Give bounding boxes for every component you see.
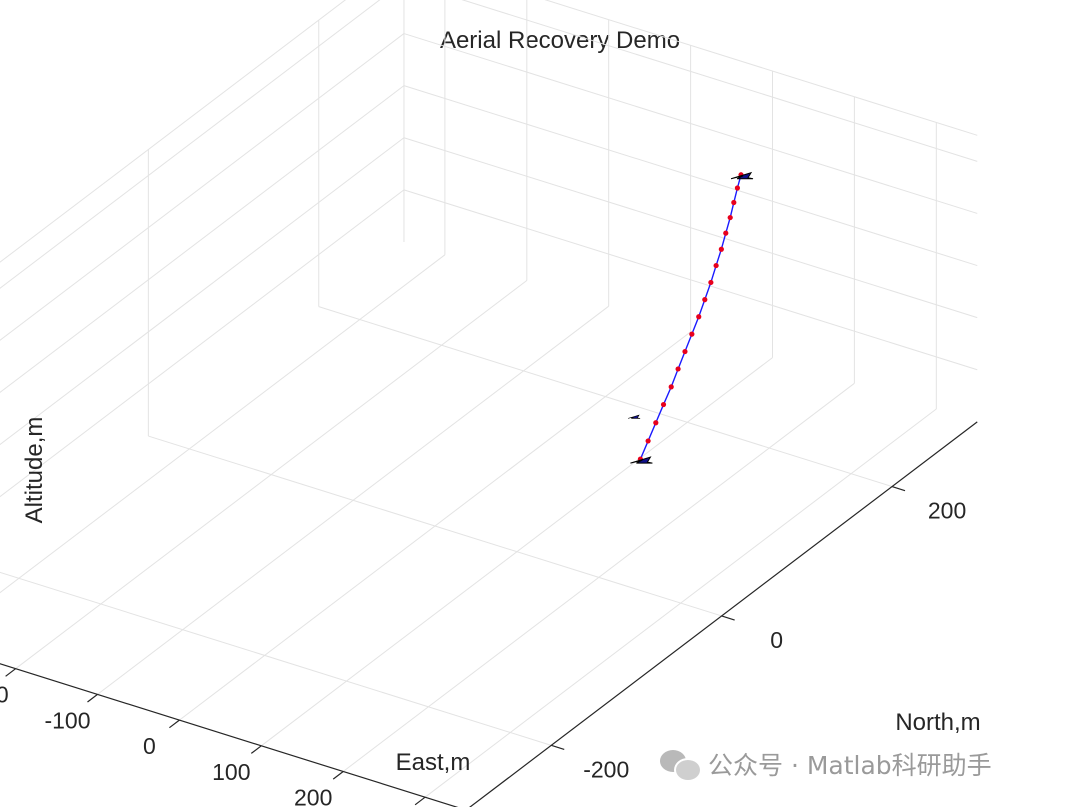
y-tick-label: 0 bbox=[770, 627, 783, 653]
box-edge bbox=[544, 0, 978, 136]
drone bbox=[627, 414, 641, 419]
x-tick-label: 200 bbox=[294, 785, 332, 807]
trajectory bbox=[627, 171, 754, 464]
y-tick-label: 200 bbox=[928, 498, 966, 524]
y-axis-label: North,m bbox=[895, 709, 980, 736]
trajectory-marker bbox=[708, 279, 714, 286]
trajectory-marker bbox=[668, 384, 674, 390]
trajectory-marker bbox=[727, 214, 733, 221]
end-aircraft bbox=[630, 456, 653, 464]
trajectory-marker bbox=[653, 420, 659, 426]
gridline bbox=[0, 571, 552, 746]
x-tick-label: 100 bbox=[212, 759, 250, 785]
trajectory-marker bbox=[689, 331, 695, 337]
trajectory-marker bbox=[702, 297, 708, 303]
trajectory-marker bbox=[675, 366, 681, 372]
grid-lines bbox=[0, 0, 978, 798]
y-tick-label: -200 bbox=[583, 756, 629, 782]
wechat-icon bbox=[660, 748, 702, 782]
gridline bbox=[148, 435, 722, 617]
chart-title: Aerial Recovery Demo bbox=[440, 27, 680, 54]
gridline bbox=[0, 189, 405, 498]
y-tick bbox=[721, 615, 735, 621]
x-tick bbox=[414, 796, 426, 806]
gridline bbox=[403, 85, 978, 267]
x-tick bbox=[5, 668, 16, 677]
gridline bbox=[403, 33, 978, 214]
start-aircraft-body bbox=[730, 171, 754, 180]
x-tick bbox=[250, 745, 262, 754]
trajectory-marker bbox=[696, 314, 702, 320]
x-tick bbox=[169, 719, 180, 729]
gridline bbox=[403, 137, 978, 319]
x-tick bbox=[87, 693, 98, 703]
box-edge bbox=[0, 0, 347, 263]
trajectory-marker bbox=[713, 262, 719, 269]
gridline bbox=[0, 0, 381, 289]
gridline bbox=[0, 137, 405, 446]
watermark: 公众号 · Matlab科研助手 bbox=[660, 744, 992, 784]
watermark-text: 公众号 · Matlab科研助手 bbox=[708, 751, 992, 780]
gridline bbox=[461, 0, 978, 162]
gridline bbox=[318, 306, 893, 488]
x-tick bbox=[332, 771, 344, 780]
trajectory-marker bbox=[734, 185, 741, 191]
x-tick-label: 0 bbox=[143, 733, 156, 759]
trajectory-marker bbox=[723, 230, 729, 236]
gridline bbox=[0, 33, 405, 341]
trajectory-marker bbox=[682, 348, 688, 355]
trajectory-marker bbox=[731, 199, 737, 206]
y-tick bbox=[891, 485, 906, 492]
trajectory-marker bbox=[645, 438, 651, 444]
tick-labels: -300-200-1000100200300-20002002004006008… bbox=[0, 485, 966, 807]
x-tick-label: -200 bbox=[0, 682, 9, 708]
start-aircraft bbox=[730, 171, 754, 180]
z-axis-label: Altitude,m bbox=[21, 417, 48, 524]
drone-body bbox=[627, 414, 641, 419]
gridline bbox=[0, 254, 446, 594]
x-axis-label: East,m bbox=[396, 749, 471, 776]
x-tick-label: -100 bbox=[44, 707, 90, 733]
trajectory-marker bbox=[718, 246, 724, 252]
y-tick bbox=[551, 744, 565, 751]
trajectory-marker bbox=[660, 401, 667, 408]
gridline bbox=[403, 189, 978, 371]
gridline bbox=[0, 85, 405, 394]
end-aircraft-body bbox=[630, 456, 653, 464]
